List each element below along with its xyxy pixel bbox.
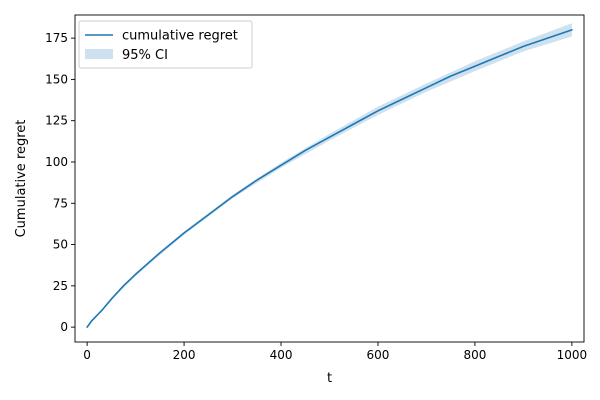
x-tick-label: 400 <box>270 348 293 362</box>
y-tick-label: 0 <box>60 320 68 334</box>
legend-band-swatch <box>85 49 113 59</box>
y-tick-label: 75 <box>53 196 68 210</box>
axes-frame <box>74 14 585 343</box>
legend-box <box>78 20 253 69</box>
y-tick-label: 175 <box>45 31 68 45</box>
x-tick-label: 800 <box>463 348 486 362</box>
y-axis-label: Cumulative regret <box>14 120 29 238</box>
plot-inner <box>86 23 573 328</box>
legend-entry-label: 95% CI <box>122 48 168 63</box>
y-tick-label: 100 <box>45 155 68 169</box>
y-tick-label: 50 <box>53 238 68 252</box>
x-tick-label: 0 <box>83 348 91 362</box>
y-tick-label: 25 <box>53 279 68 293</box>
axes: 0 200 400 600 800 1000 0 25 50 75 100 125 150 175 <box>45 14 588 362</box>
x-axis-label: t <box>327 371 332 386</box>
y-tick-label: 125 <box>45 114 68 128</box>
x-tick-label: 600 <box>367 348 390 362</box>
series-line-0 <box>86 29 573 328</box>
legend-entry-label: cumulative regret <box>122 29 238 44</box>
y-tick-label: 150 <box>45 72 68 86</box>
x-tick-label: 200 <box>173 348 196 362</box>
x-tick-label: 1000 <box>557 348 588 362</box>
legend: cumulative regret 95% CI <box>78 20 253 69</box>
plot-area <box>86 23 573 328</box>
